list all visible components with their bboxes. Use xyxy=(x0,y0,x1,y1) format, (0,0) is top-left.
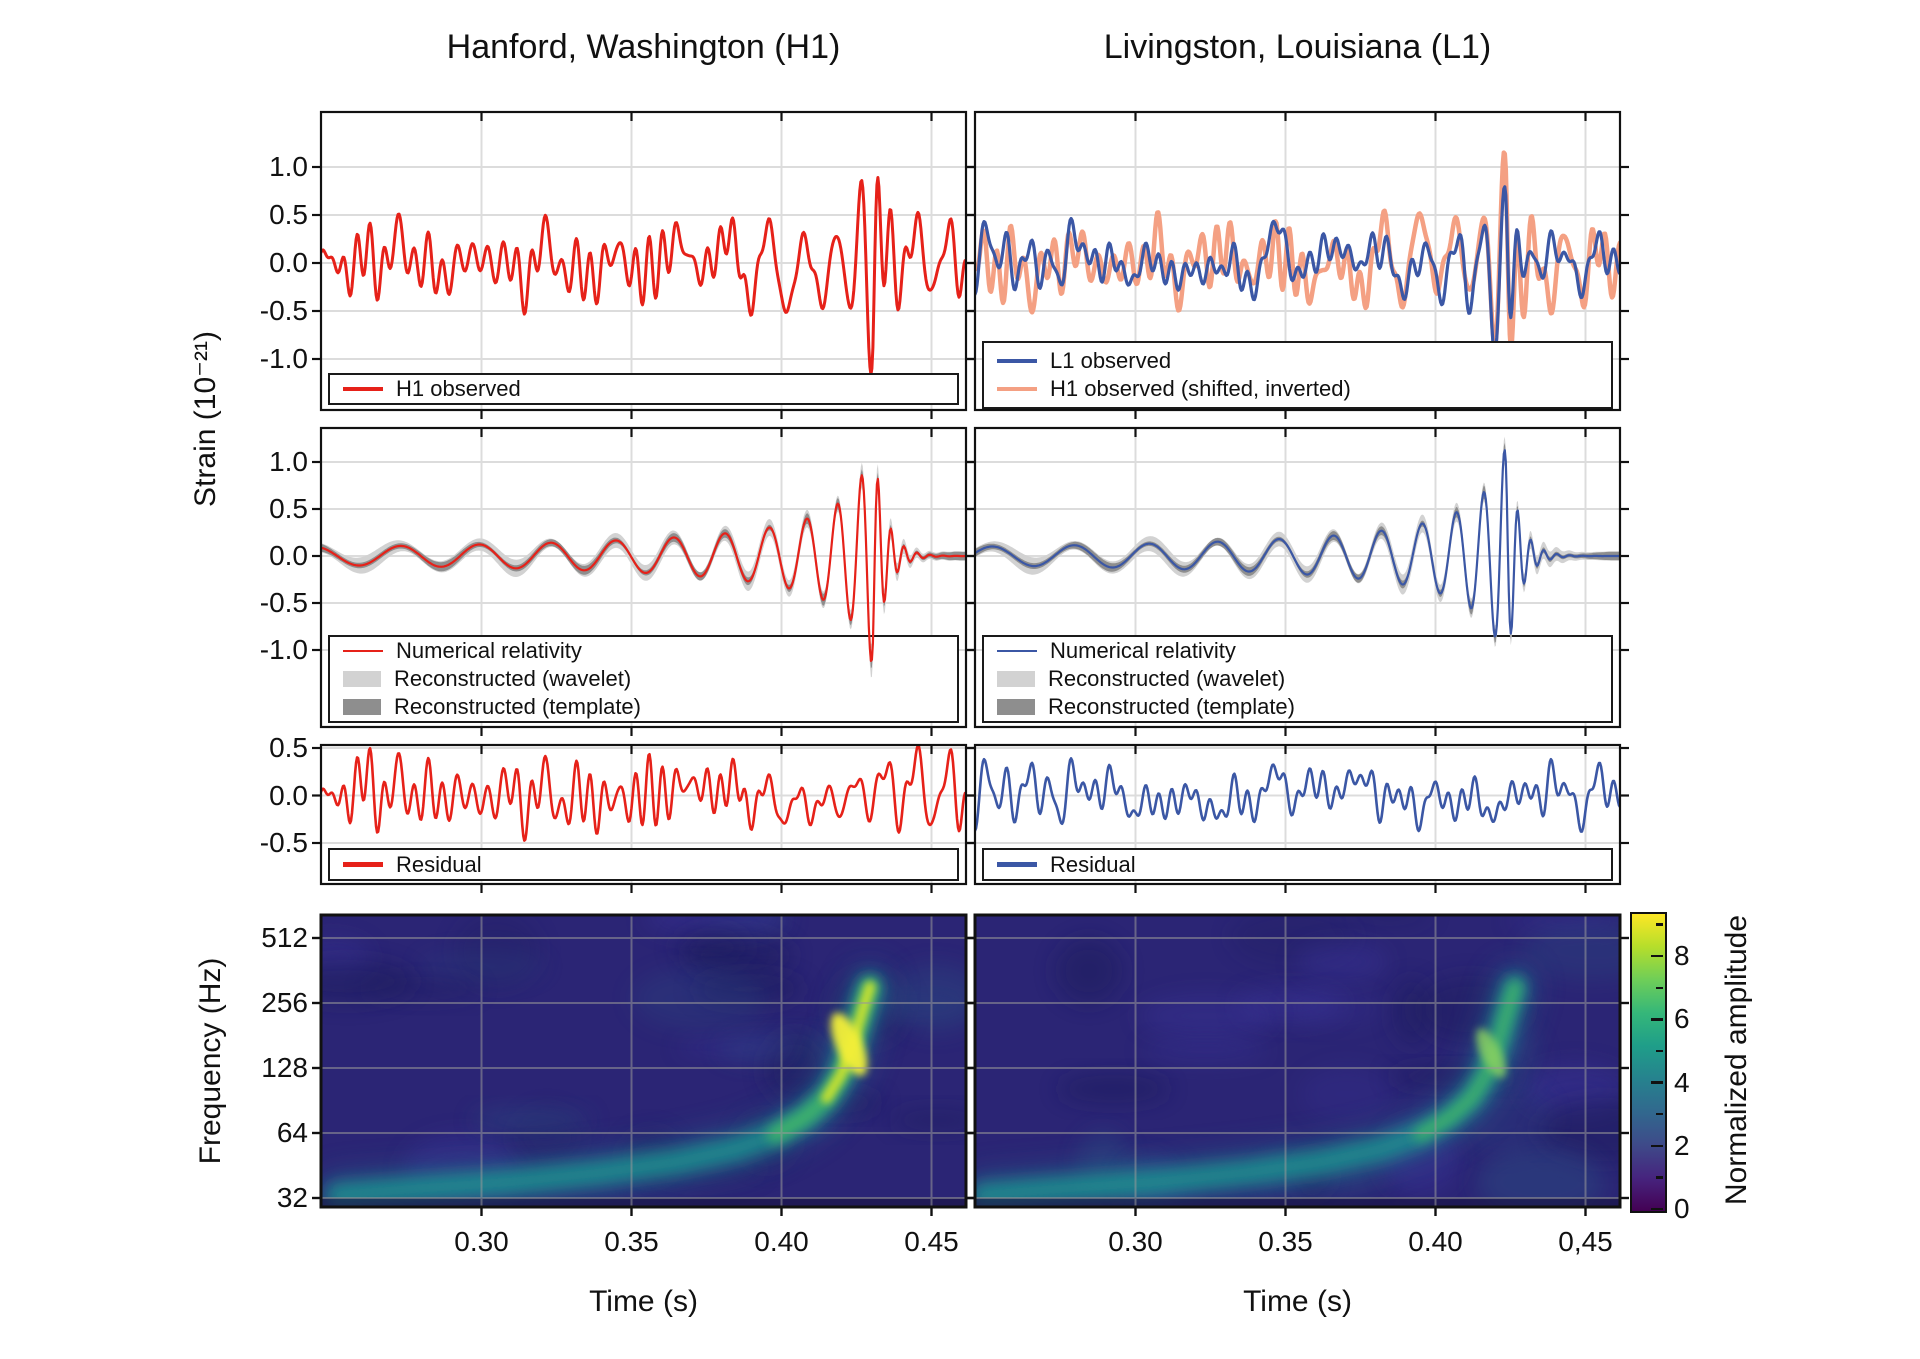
time-xtick-label: 0.35 xyxy=(1258,1226,1313,1257)
legend-entry: Reconstructed (template) xyxy=(343,694,641,720)
freq-ytick-label: 512 xyxy=(261,922,308,953)
strain-ytick-label: 1.0 xyxy=(269,151,308,182)
legend-entry: Numerical relativity xyxy=(997,638,1236,664)
legend-entry: Numerical relativity xyxy=(343,638,582,664)
legend-label: Reconstructed (template) xyxy=(1048,694,1295,719)
l1-spectrogram-plot xyxy=(966,913,1629,1216)
colorbar-gradient xyxy=(1632,914,1665,1211)
legend-entry: Reconstructed (wavelet) xyxy=(343,666,631,692)
column-title-h1: Hanford, Washington (H1) xyxy=(446,28,841,66)
legend-swatch xyxy=(343,671,381,687)
strain-ytick-label: 0.0 xyxy=(269,247,308,278)
l1-residual-plot xyxy=(966,743,1629,893)
freq-ytick-label: 128 xyxy=(261,1052,308,1083)
time-xtick-label: 0.35 xyxy=(604,1226,659,1257)
legend-swatch xyxy=(997,386,1037,392)
strain-ytick-label: -1.0 xyxy=(259,634,308,665)
colorbar-tick xyxy=(1651,1018,1663,1021)
legend-entry: Reconstructed (wavelet) xyxy=(997,666,1285,692)
l1-observed-plot xyxy=(966,110,1629,419)
residual-ytick-label: 0.0 xyxy=(269,779,308,811)
freq-ytick-label: 256 xyxy=(261,987,308,1018)
strain-ytick-label: -0.5 xyxy=(259,587,308,618)
h1-residual-plot xyxy=(312,743,975,893)
legend-swatch xyxy=(343,862,383,867)
strain-ytick-label: -0.5 xyxy=(259,295,308,326)
legend-swatch xyxy=(997,671,1035,687)
h1-observed-plot xyxy=(312,110,975,419)
legend-label: Numerical relativity xyxy=(396,638,582,663)
legend-label: Reconstructed (template) xyxy=(394,694,641,719)
legend-swatch xyxy=(997,699,1035,715)
colorbar-tick-label: 2 xyxy=(1674,1129,1690,1161)
strain-ytick-label: -1.0 xyxy=(259,343,308,374)
strain-ytick-label: 1.0 xyxy=(269,446,308,477)
time-xtick-label: 0,45 xyxy=(1558,1226,1613,1257)
colorbar-minor-tick xyxy=(1656,1049,1663,1053)
colorbar-tick xyxy=(1651,1144,1663,1147)
legend-swatch xyxy=(997,649,1037,653)
freq-ytick-label: 64 xyxy=(276,1117,308,1148)
legend-label: H1 observed xyxy=(396,376,521,401)
legend-label: L1 observed xyxy=(1050,348,1172,373)
colorbar-tick-label: 6 xyxy=(1674,1003,1690,1035)
legend-swatch xyxy=(343,386,383,392)
colorbar-tick-label: 0 xyxy=(1674,1193,1690,1224)
colorbar-minor-tick xyxy=(1656,923,1663,926)
residual-ytick-label: 0.5 xyxy=(269,732,308,763)
legend-entry: Residual xyxy=(343,852,482,878)
time-xtick-label: 0.40 xyxy=(754,1226,809,1257)
colorbar xyxy=(1630,912,1667,1213)
time-xtick-label: 0.45 xyxy=(904,1226,959,1257)
legend-swatch xyxy=(997,358,1037,364)
colorbar-tick-label: 8 xyxy=(1674,940,1690,972)
colorbar-tick xyxy=(1651,1081,1663,1084)
strain-ytick-label: 0.0 xyxy=(269,540,308,571)
h1-reconstruction-plot xyxy=(312,426,975,736)
legend-entry: Residual xyxy=(997,852,1136,878)
time-xtick-label: 0.30 xyxy=(454,1226,509,1257)
column-title-l1: Livingston, Louisiana (L1) xyxy=(1103,28,1492,66)
legend-swatch xyxy=(997,862,1037,867)
legend-label: Reconstructed (wavelet) xyxy=(1048,666,1286,691)
legend-label: Residual xyxy=(396,851,482,877)
strain-ytick-label: 0.5 xyxy=(269,493,308,524)
legend-entry: Reconstructed (template) xyxy=(997,694,1295,720)
legend-entry: H1 observed (shifted, inverted) xyxy=(997,376,1351,402)
colorbar-minor-tick xyxy=(1656,986,1663,990)
legend-entry: L1 observed xyxy=(997,348,1171,374)
l1-reconstruction-plot xyxy=(966,426,1629,736)
legend-label: Reconstructed (wavelet) xyxy=(394,666,632,691)
freq-ytick-label: 32 xyxy=(276,1182,308,1213)
colorbar-minor-tick xyxy=(1656,1176,1663,1179)
colorbar-minor-tick xyxy=(1656,1113,1663,1116)
strain-ytick-label: 0.5 xyxy=(269,199,308,230)
legend-label: H1 observed (shifted, inverted) xyxy=(1050,376,1351,401)
xaxis-label-l1: Time (s) xyxy=(1243,1285,1352,1318)
h1-spectrogram-plot xyxy=(312,913,975,1216)
colorbar-tick-label: 4 xyxy=(1674,1066,1690,1098)
legend-entry: H1 observed xyxy=(343,376,521,402)
colorbar-tick xyxy=(1651,955,1663,958)
residual-ytick-label: -0.5 xyxy=(259,827,308,858)
legend-swatch xyxy=(343,649,383,653)
legend-label: Numerical relativity xyxy=(1050,638,1236,663)
legend-label: Residual xyxy=(1050,851,1136,877)
time-xtick-label: 0.40 xyxy=(1408,1226,1463,1257)
legend-swatch xyxy=(343,699,381,715)
xaxis-label-h1: Time (s) xyxy=(589,1285,698,1318)
time-xtick-label: 0.30 xyxy=(1108,1226,1163,1257)
colorbar-tick xyxy=(1651,1207,1663,1211)
